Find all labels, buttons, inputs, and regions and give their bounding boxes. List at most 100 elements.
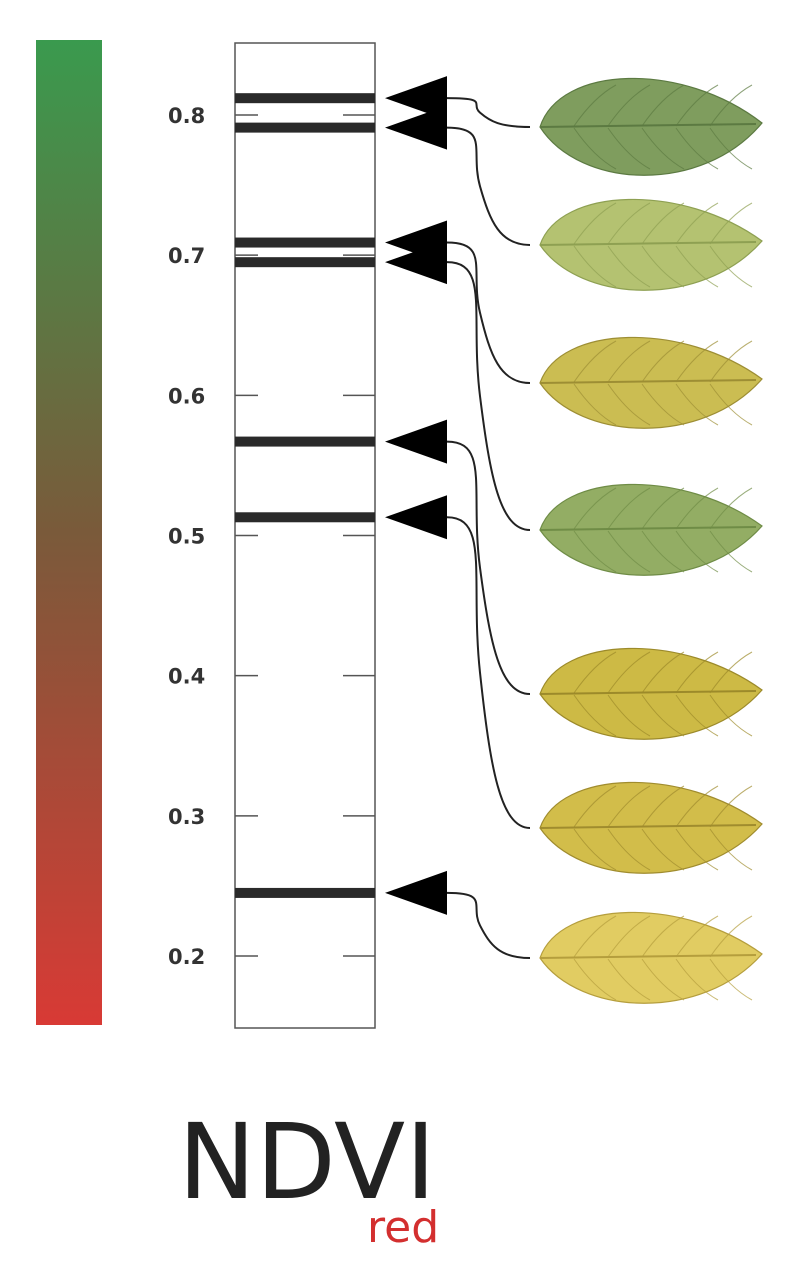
leaf-vein	[641, 202, 685, 245]
leaf-vein	[709, 202, 753, 245]
leaf-blade	[539, 77, 763, 176]
leaf-vein	[675, 958, 719, 1001]
leaf-vein	[573, 340, 617, 383]
leaf-vein	[607, 958, 651, 1001]
arrow-head	[385, 105, 447, 150]
leaf-vein	[573, 84, 617, 127]
leaf-vein	[675, 828, 719, 871]
leaf-vein	[573, 958, 617, 1001]
leaf-blade	[539, 911, 763, 1004]
leaf-vein	[607, 127, 651, 170]
leaf-vein	[573, 915, 617, 958]
ndvi-band	[235, 887, 375, 898]
leaf-vein	[573, 694, 617, 737]
title: NDVI red	[178, 1101, 439, 1253]
title-ndvi: NDVI	[178, 1101, 436, 1223]
leaf-vein	[641, 530, 685, 573]
leaf-image	[539, 483, 763, 576]
leaf-vein	[709, 651, 753, 694]
tick-label: 0.8	[168, 104, 205, 128]
leaf-vein	[573, 487, 617, 530]
arrow-head	[385, 495, 447, 540]
leaf-vein	[641, 694, 685, 737]
leaf-vein	[573, 245, 617, 288]
connector-line	[446, 241, 531, 384]
leaf-midrib	[539, 123, 757, 128]
leaf-vein	[709, 127, 753, 170]
arrow-head	[385, 870, 447, 915]
tick-label: 0.6	[168, 384, 205, 408]
leaf-vein	[607, 694, 651, 737]
leaf-vein	[641, 915, 685, 958]
leaf-vein	[709, 694, 753, 737]
leaf-vein	[573, 651, 617, 694]
connector-line	[446, 440, 531, 695]
leaf-vein	[675, 127, 719, 170]
leaf-vein	[709, 958, 753, 1001]
connector-line	[446, 126, 531, 246]
tick-label: 0.5	[168, 525, 205, 549]
ndvi-band	[235, 436, 375, 447]
leaf-vein	[641, 958, 685, 1001]
leaf-vein	[675, 694, 719, 737]
leaf-midrib	[539, 241, 757, 246]
leaf-vein	[607, 245, 651, 288]
leaf-image	[539, 336, 763, 429]
leaf-vein	[641, 487, 685, 530]
arrow-head	[385, 240, 447, 285]
connector-line	[446, 97, 531, 128]
connector-line	[446, 891, 531, 959]
ndvi-band	[235, 512, 375, 523]
leaf-vein	[607, 530, 651, 573]
leaf-vein	[641, 127, 685, 170]
leaf-vein	[641, 245, 685, 288]
color-scale-bar	[36, 40, 102, 1025]
tick-label: 0.4	[168, 665, 205, 689]
leaf-vein	[607, 828, 651, 871]
leaf-vein	[709, 530, 753, 573]
leaf-vein	[709, 487, 753, 530]
leaf-vein	[641, 383, 685, 426]
leaf-vein	[709, 340, 753, 383]
ndvi-band	[235, 237, 375, 248]
arrow-head	[385, 76, 447, 121]
leaf-vein	[675, 340, 719, 383]
leaf-midrib	[539, 379, 757, 384]
leaf-vein	[641, 84, 685, 127]
leaf-vein	[607, 202, 651, 245]
leaf-blade	[539, 781, 763, 874]
leaf-vein	[573, 202, 617, 245]
connector-line	[446, 261, 531, 531]
leaf-vein	[573, 828, 617, 871]
leaf-vein	[675, 383, 719, 426]
arrow-head	[385, 419, 447, 464]
tick-label: 0.2	[168, 945, 205, 969]
leaf-vein	[607, 383, 651, 426]
leaf-midrib	[539, 690, 757, 695]
leaf-blade	[539, 198, 763, 291]
leaf-vein	[675, 915, 719, 958]
leaf-vein	[573, 127, 617, 170]
leaf-image	[539, 198, 763, 291]
leaf-vein	[675, 530, 719, 573]
leaf-vein	[573, 785, 617, 828]
leaf-vein	[709, 785, 753, 828]
leaf-blade	[539, 336, 763, 429]
leaf-vein	[675, 84, 719, 127]
leaf-vein	[573, 530, 617, 573]
leaf-vein	[607, 340, 651, 383]
leaf-vein	[641, 340, 685, 383]
tick-label: 0.3	[168, 805, 205, 829]
leaf-vein	[607, 651, 651, 694]
leaf-vein	[675, 487, 719, 530]
leaf-image	[539, 781, 763, 874]
leaf-vein	[709, 828, 753, 871]
tick-label: 0.7	[168, 244, 205, 268]
leaf-vein	[709, 84, 753, 127]
connector-line	[446, 516, 531, 829]
leaf-midrib	[539, 954, 757, 959]
leaf-vein	[675, 651, 719, 694]
leaf-vein	[607, 84, 651, 127]
leaf-vein	[709, 915, 753, 958]
